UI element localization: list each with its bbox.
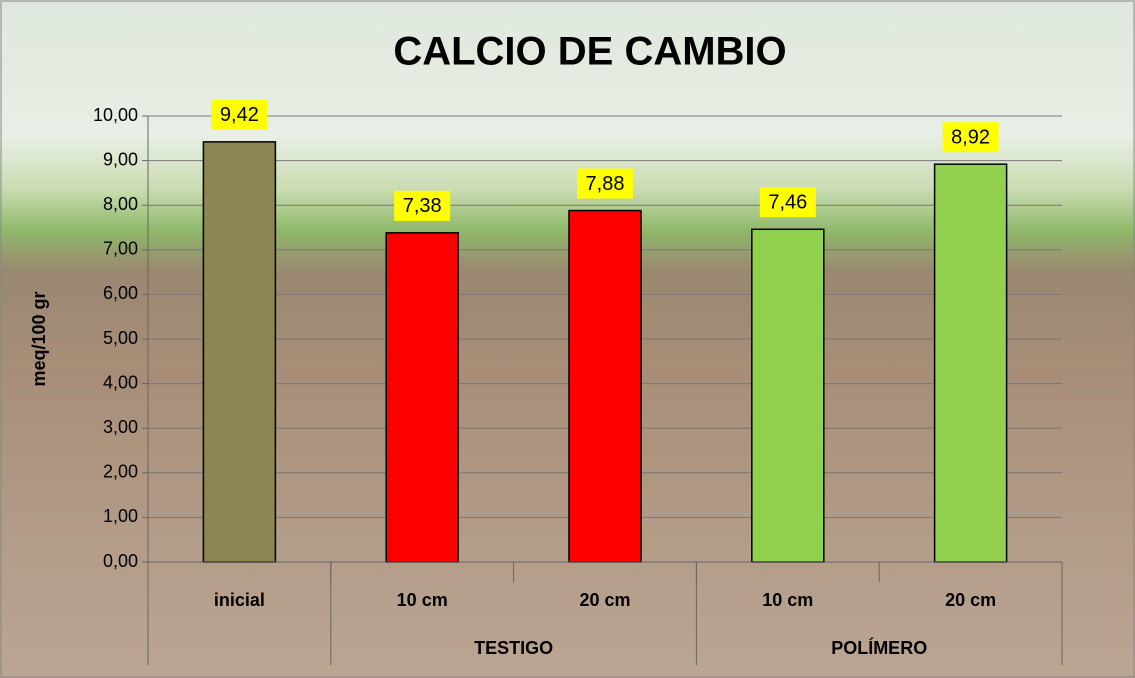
x-tick-label: 10 cm: [397, 590, 448, 610]
y-tick-label: 3,00: [103, 417, 138, 437]
y-tick-label: 5,00: [103, 328, 138, 348]
y-tick-label: 10,00: [93, 105, 138, 125]
bar: [569, 211, 641, 562]
chart: CALCIO DE CAMBIO meq/100 gr 0,00 1,00 2,00…: [0, 0, 1135, 678]
group-label: TESTIGO: [474, 638, 553, 658]
y-tick-label: 6,00: [103, 283, 138, 303]
value-label: 7,46: [768, 192, 807, 214]
y-axis-label: meq/100 gr: [29, 291, 49, 386]
group-label: POLÍMERO: [831, 637, 927, 658]
bar: [203, 142, 275, 562]
value-label: 7,38: [403, 195, 442, 217]
bar: [752, 229, 824, 562]
y-tick-label: 7,00: [103, 239, 138, 259]
bar: [386, 233, 458, 562]
value-label: 9,42: [220, 104, 259, 126]
x-tick-label: 20 cm: [945, 590, 996, 610]
bar: [935, 164, 1007, 562]
chart-title: CALCIO DE CAMBIO: [393, 30, 786, 74]
y-tick-label: 1,00: [103, 506, 138, 526]
y-tick-label: 2,00: [103, 462, 138, 482]
y-tick-label: 4,00: [103, 372, 138, 392]
y-tick-label: 8,00: [103, 194, 138, 214]
x-tick-label: 10 cm: [762, 590, 813, 610]
x-tick-label: 20 cm: [579, 590, 630, 610]
y-tick-label: 9,00: [103, 149, 138, 169]
value-label: 7,88: [586, 173, 625, 195]
value-label: 8,92: [951, 126, 990, 148]
y-tick-label: 0,00: [103, 551, 138, 571]
chart-container: CALCIO DE CAMBIO meq/100 gr 0,00 1,00 2,00…: [0, 0, 1135, 678]
x-tick-label: inicial: [214, 590, 265, 610]
